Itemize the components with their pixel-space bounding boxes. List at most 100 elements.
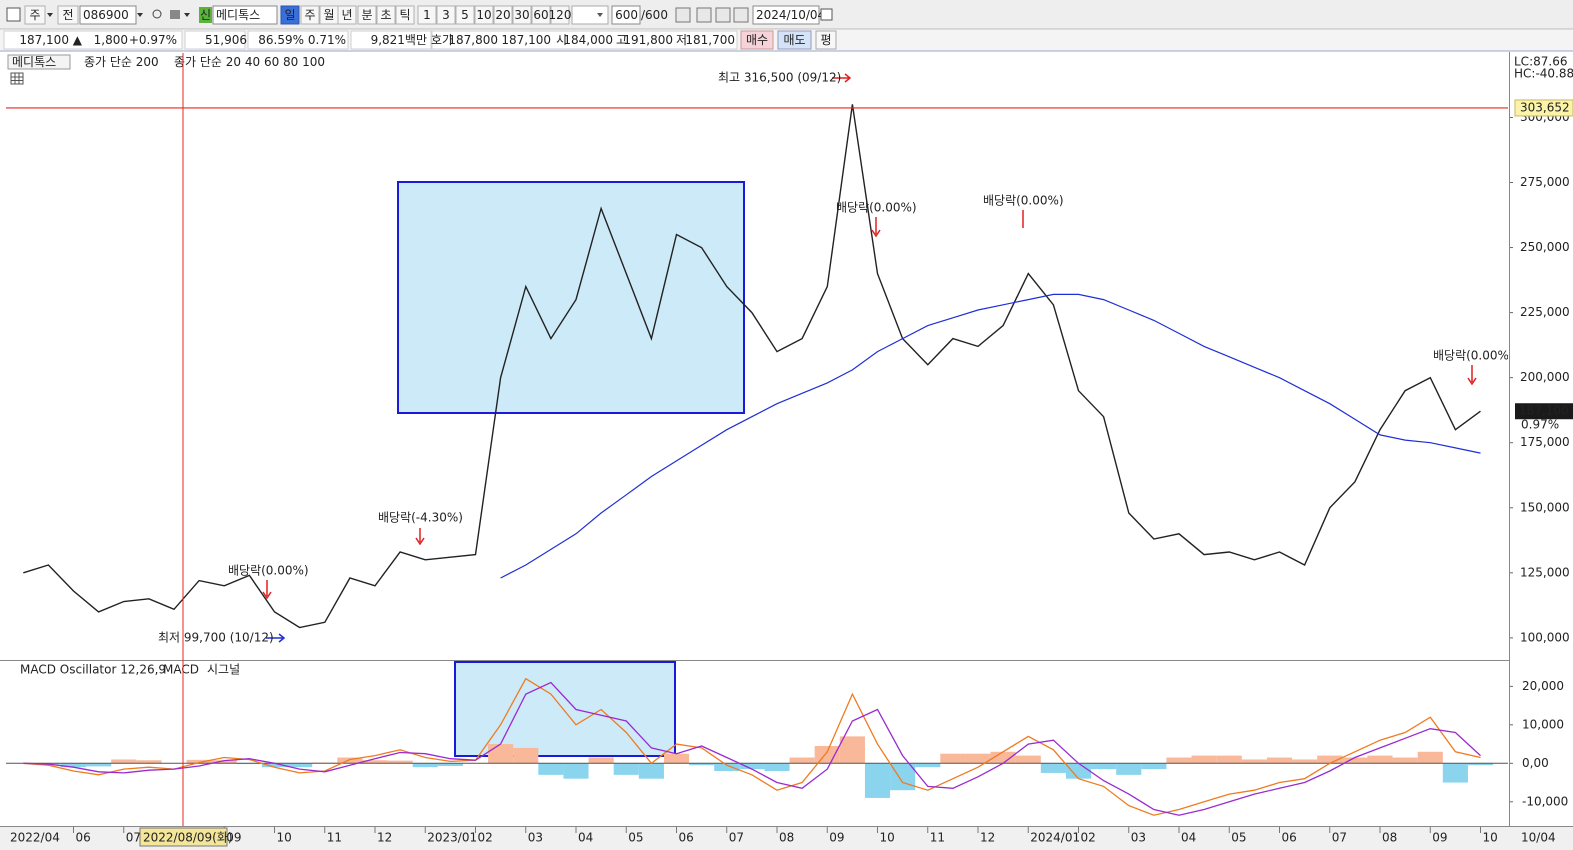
- oscillator-bar: [1392, 757, 1418, 764]
- sound-icon[interactable]: [170, 10, 180, 19]
- button[interactable]: [280, 5, 300, 25]
- right-axis: 100,000 125,000 150,000 175,000 200,000 225,0…: [1510, 55, 1573, 808]
- bar-count[interactable]: 600: [615, 8, 638, 22]
- oscillator-bar: [111, 759, 137, 764]
- search-icon[interactable]: [152, 9, 162, 19]
- oscillator-bar: [86, 763, 112, 767]
- legend-item[interactable]: 종가 단순 200: [84, 55, 159, 69]
- x-tick-label: 04: [578, 831, 593, 845]
- legend-item-inactive[interactable]: 종가 단순 20 40 60 80 100: [174, 55, 325, 69]
- button[interactable]: [512, 5, 532, 25]
- avg-label[interactable]: 평: [820, 33, 831, 47]
- buy-label[interactable]: 매수: [746, 33, 768, 47]
- sell-label[interactable]: 매도: [783, 33, 805, 47]
- stock-code[interactable]: 086900: [83, 8, 129, 22]
- minute-button[interactable]: 10: [476, 8, 491, 22]
- button[interactable]: [474, 5, 494, 25]
- last-price-bg: [1515, 403, 1573, 420]
- oscillator-bar: [1266, 757, 1293, 764]
- code-input[interactable]: [79, 5, 137, 25]
- period-button[interactable]: 초: [380, 8, 391, 22]
- quote-cell: [431, 30, 738, 50]
- period-button[interactable]: 일: [284, 8, 295, 22]
- period-button[interactable]: 주: [304, 8, 315, 22]
- quote-value: 184,000: [563, 33, 613, 47]
- button[interactable]: [395, 5, 415, 25]
- button[interactable]: [493, 5, 513, 25]
- window-icon[interactable]: [6, 7, 21, 22]
- minute-button[interactable]: 60: [533, 8, 548, 22]
- cursor-label-bg: [139, 827, 228, 847]
- button-label[interactable]: 전: [62, 8, 73, 22]
- oscillator-bar: [839, 736, 865, 764]
- avg-button[interactable]: [815, 30, 837, 50]
- button[interactable]: [57, 5, 79, 25]
- sell-button[interactable]: [777, 30, 812, 50]
- buy-button[interactable]: [740, 30, 774, 50]
- y-tick-label: 275,000: [1520, 175, 1570, 189]
- period-button[interactable]: 분: [361, 8, 372, 22]
- calendar-icon[interactable]: [820, 8, 833, 21]
- x-tick-label: 09: [829, 831, 844, 845]
- period-button[interactable]: 월: [323, 8, 334, 22]
- minute-button[interactable]: 5: [461, 8, 469, 22]
- oscillator-bar: [362, 760, 388, 764]
- period-button[interactable]: 틱: [399, 8, 410, 22]
- quote-value: 고: [616, 33, 627, 47]
- button[interactable]: [376, 5, 396, 25]
- button[interactable]: [417, 5, 437, 25]
- x-tick-label: 03: [1131, 831, 1146, 845]
- button[interactable]: [531, 5, 551, 25]
- oscillator-bar: [437, 763, 463, 766]
- period-button[interactable]: 년: [341, 8, 352, 22]
- date-input[interactable]: [752, 5, 820, 25]
- tool-icon[interactable]: [696, 7, 712, 23]
- stock-name[interactable]: 메디톡스: [216, 8, 260, 22]
- highlight-box: [454, 661, 676, 757]
- annotation: 배당락(0.00%): [836, 201, 917, 215]
- button[interactable]: [550, 5, 570, 25]
- oscillator-bar: [261, 763, 288, 768]
- legend-item[interactable]: MACD: [163, 663, 199, 677]
- count-input[interactable]: [611, 5, 641, 25]
- minute-button[interactable]: 120: [549, 8, 572, 22]
- cursor-label: 2022/08/09(화): [143, 831, 233, 845]
- minute-button[interactable]: 30: [514, 8, 529, 22]
- tool-icon[interactable]: [715, 7, 731, 23]
- oscillator-bar: [60, 763, 87, 768]
- macd-plot: [6, 677, 1508, 816]
- tool-icon[interactable]: [675, 7, 691, 23]
- minute-button[interactable]: 1: [423, 8, 431, 22]
- minute-button[interactable]: 20: [495, 8, 510, 22]
- table-icon[interactable]: [10, 72, 24, 85]
- dropdown[interactable]: [571, 5, 609, 25]
- tool-icon[interactable]: [733, 7, 749, 23]
- annotation-arrow: [262, 580, 272, 600]
- dropdown-arrow: [47, 13, 53, 17]
- oscillator-bar: [965, 753, 991, 764]
- button-label[interactable]: 주: [29, 8, 40, 22]
- button[interactable]: [455, 5, 475, 25]
- button[interactable]: [357, 5, 377, 25]
- legend-item[interactable]: 시그널: [207, 663, 240, 677]
- quote-value: 86.59%: [258, 33, 304, 47]
- oscillator-bar: [1141, 763, 1167, 770]
- button[interactable]: [300, 5, 320, 25]
- oscillator-bar: [186, 759, 212, 764]
- stock-name-box[interactable]: [212, 5, 278, 25]
- last-price-label: 187,100: [1519, 404, 1569, 418]
- legend-item[interactable]: 메디톡스: [12, 55, 56, 69]
- y-tick-label: 175,000: [1520, 435, 1570, 449]
- y-tick-label: 0,00: [1522, 756, 1549, 770]
- minute-button[interactable]: 3: [442, 8, 450, 22]
- oscillator-bar: [1015, 755, 1041, 764]
- x-tick-label: 07: [729, 831, 744, 845]
- button[interactable]: [436, 5, 456, 25]
- button[interactable]: [337, 5, 357, 25]
- macd-line: [23, 677, 1481, 816]
- legend-item[interactable]: MACD Oscillator 12,26,9: [20, 663, 166, 677]
- button[interactable]: [24, 5, 46, 25]
- oscillator-bar: [1442, 763, 1468, 783]
- quote-cell: [247, 30, 349, 50]
- date[interactable]: 2024/10/04: [756, 8, 825, 22]
